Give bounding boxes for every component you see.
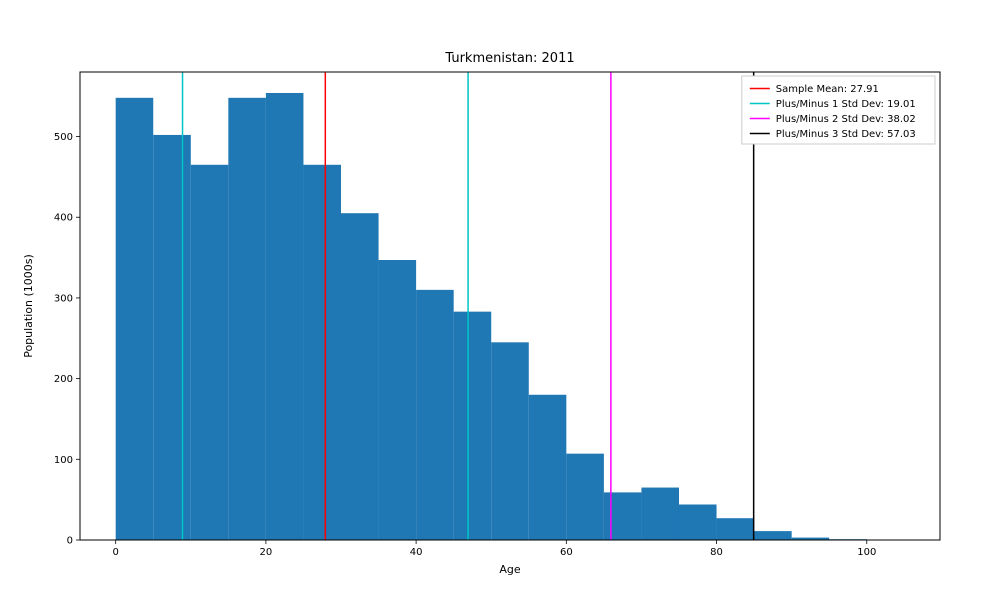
histogram-bar xyxy=(116,98,154,540)
histogram-bar xyxy=(529,395,567,540)
y-tick-label: 400 xyxy=(54,213,73,224)
histogram-bar xyxy=(717,518,755,540)
chart-title: Turkmenistan: 2011 xyxy=(444,51,574,66)
x-tick-label: 40 xyxy=(410,547,423,558)
y-axis-label: Population (1000s) xyxy=(22,254,35,358)
histogram-bar xyxy=(566,454,604,540)
x-ticks: 0 20 40 60 80 100 xyxy=(112,540,876,558)
y-tick-label: 100 xyxy=(54,455,73,466)
histogram-bar xyxy=(266,93,304,540)
x-tick-label: 100 xyxy=(857,547,876,558)
y-tick-label: 500 xyxy=(54,132,73,143)
legend-label: Plus/Minus 3 Std Dev: 57.03 xyxy=(776,129,916,140)
x-tick-label: 60 xyxy=(560,547,573,558)
chart-svg: 0 20 40 60 80 100 0 100 200 300 400 500 Age Populatio… xyxy=(0,0,1000,600)
histogram-bar xyxy=(153,135,191,540)
y-ticks: 0 100 200 300 400 500 xyxy=(54,132,80,546)
histogram-bar xyxy=(416,290,454,540)
legend: Sample Mean: 27.91 Plus/Minus 1 Std Dev: … xyxy=(742,76,935,144)
legend-label: Plus/Minus 2 Std Dev: 38.02 xyxy=(776,114,916,125)
legend-label: Plus/Minus 1 Std Dev: 19.01 xyxy=(776,99,916,110)
histogram-bar xyxy=(604,492,642,540)
histogram-bar xyxy=(454,312,492,540)
legend-label: Sample Mean: 27.91 xyxy=(776,84,879,95)
histogram-bar xyxy=(754,531,792,540)
y-tick-label: 0 xyxy=(67,536,73,547)
x-tick-label: 20 xyxy=(260,547,273,558)
histogram-bar xyxy=(228,98,266,540)
histogram-bar xyxy=(191,165,229,540)
histogram-bar xyxy=(679,504,717,540)
histogram-bar xyxy=(641,488,679,540)
x-tick-label: 0 xyxy=(112,547,118,558)
histogram-bar xyxy=(303,165,341,540)
x-axis-label: Age xyxy=(499,563,521,576)
histogram-bar xyxy=(379,260,417,540)
histogram-bar xyxy=(341,213,379,540)
histogram-bar xyxy=(491,342,529,540)
chart-figure: 0 20 40 60 80 100 0 100 200 300 400 500 Age Populatio… xyxy=(0,0,1000,600)
x-tick-label: 80 xyxy=(710,547,723,558)
y-tick-label: 200 xyxy=(54,374,73,385)
y-tick-label: 300 xyxy=(54,293,73,304)
